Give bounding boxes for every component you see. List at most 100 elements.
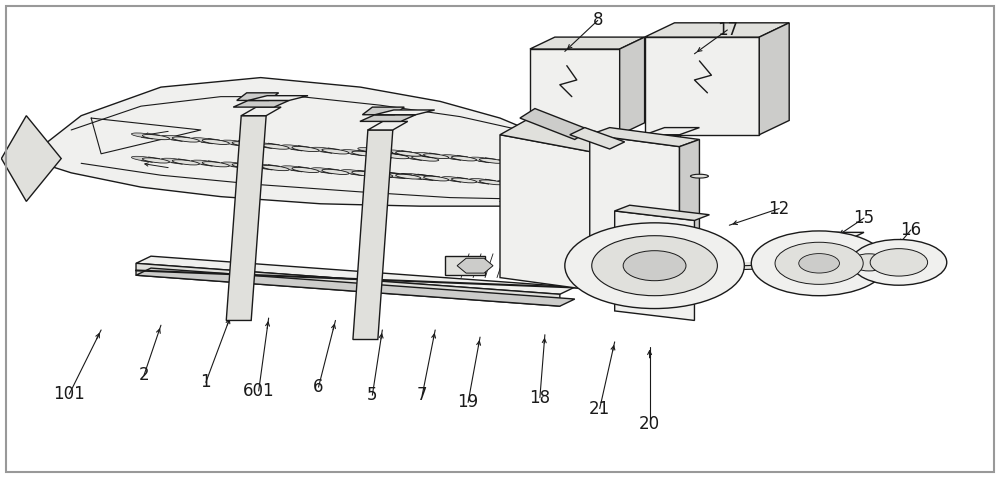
Ellipse shape <box>452 178 477 183</box>
Polygon shape <box>645 23 789 37</box>
Polygon shape <box>136 263 560 306</box>
Ellipse shape <box>479 180 505 185</box>
Ellipse shape <box>535 184 560 189</box>
Text: 18: 18 <box>529 388 550 407</box>
Ellipse shape <box>371 171 398 177</box>
Ellipse shape <box>525 182 550 187</box>
Ellipse shape <box>232 142 259 147</box>
Circle shape <box>623 251 686 281</box>
Text: 601: 601 <box>243 382 274 400</box>
Ellipse shape <box>424 176 449 181</box>
Text: 16: 16 <box>900 221 921 239</box>
Text: 15: 15 <box>853 209 875 227</box>
Ellipse shape <box>281 145 308 150</box>
Polygon shape <box>645 135 680 149</box>
Circle shape <box>775 242 863 285</box>
Ellipse shape <box>142 135 169 140</box>
Text: 21: 21 <box>589 399 610 418</box>
Ellipse shape <box>341 149 368 155</box>
Ellipse shape <box>311 147 338 152</box>
Text: 7: 7 <box>417 386 427 404</box>
Ellipse shape <box>161 158 188 163</box>
Text: 101: 101 <box>53 385 85 403</box>
Text: 12: 12 <box>769 200 790 217</box>
Ellipse shape <box>358 148 383 152</box>
Ellipse shape <box>221 140 248 145</box>
Text: 17: 17 <box>717 21 738 39</box>
Ellipse shape <box>452 156 477 161</box>
Ellipse shape <box>161 136 188 140</box>
Polygon shape <box>645 127 699 135</box>
Polygon shape <box>241 107 281 116</box>
Polygon shape <box>615 211 694 320</box>
Polygon shape <box>457 258 493 273</box>
Ellipse shape <box>352 151 379 156</box>
Ellipse shape <box>202 162 229 167</box>
Text: 2: 2 <box>139 366 149 384</box>
Polygon shape <box>362 107 404 115</box>
Polygon shape <box>620 37 645 135</box>
Ellipse shape <box>690 174 708 178</box>
Ellipse shape <box>414 152 439 157</box>
Ellipse shape <box>352 171 379 176</box>
Circle shape <box>751 231 887 296</box>
Ellipse shape <box>382 173 409 178</box>
Ellipse shape <box>311 168 338 173</box>
Text: 20: 20 <box>639 415 660 433</box>
Ellipse shape <box>142 158 169 163</box>
Polygon shape <box>640 147 670 297</box>
Ellipse shape <box>412 156 439 161</box>
Ellipse shape <box>232 163 259 169</box>
Polygon shape <box>375 110 435 115</box>
Polygon shape <box>248 96 308 101</box>
Ellipse shape <box>281 166 308 171</box>
Polygon shape <box>680 139 699 292</box>
Ellipse shape <box>469 157 495 162</box>
Ellipse shape <box>386 150 411 155</box>
Ellipse shape <box>358 171 383 176</box>
Circle shape <box>592 236 717 296</box>
Circle shape <box>851 254 887 271</box>
Ellipse shape <box>424 154 449 159</box>
Ellipse shape <box>396 151 421 156</box>
Ellipse shape <box>442 177 467 182</box>
Polygon shape <box>590 127 699 147</box>
Polygon shape <box>136 268 575 306</box>
Polygon shape <box>570 127 625 149</box>
Ellipse shape <box>191 138 218 143</box>
Polygon shape <box>615 205 709 220</box>
Ellipse shape <box>262 144 289 149</box>
Polygon shape <box>500 135 640 297</box>
Circle shape <box>851 240 947 285</box>
Text: 1: 1 <box>201 373 211 391</box>
Ellipse shape <box>221 162 248 167</box>
Ellipse shape <box>368 149 393 154</box>
Ellipse shape <box>412 175 439 180</box>
Ellipse shape <box>131 133 159 138</box>
Ellipse shape <box>251 164 278 169</box>
Polygon shape <box>1 116 61 201</box>
Ellipse shape <box>469 179 495 183</box>
Polygon shape <box>500 118 670 161</box>
Polygon shape <box>824 237 854 289</box>
Ellipse shape <box>292 167 319 172</box>
Text: 6: 6 <box>313 378 324 396</box>
Text: 8: 8 <box>592 11 603 29</box>
Ellipse shape <box>386 173 411 178</box>
Ellipse shape <box>131 156 159 161</box>
Polygon shape <box>645 37 759 135</box>
Ellipse shape <box>442 155 467 160</box>
Polygon shape <box>136 256 575 294</box>
Ellipse shape <box>525 162 550 167</box>
Ellipse shape <box>371 152 398 157</box>
Ellipse shape <box>396 174 421 179</box>
Circle shape <box>870 249 928 276</box>
Polygon shape <box>368 121 408 130</box>
Ellipse shape <box>368 172 393 177</box>
Ellipse shape <box>322 149 349 154</box>
Polygon shape <box>233 101 289 107</box>
Text: 5: 5 <box>367 386 378 404</box>
Ellipse shape <box>535 163 560 168</box>
Ellipse shape <box>497 181 523 185</box>
Ellipse shape <box>401 154 428 160</box>
